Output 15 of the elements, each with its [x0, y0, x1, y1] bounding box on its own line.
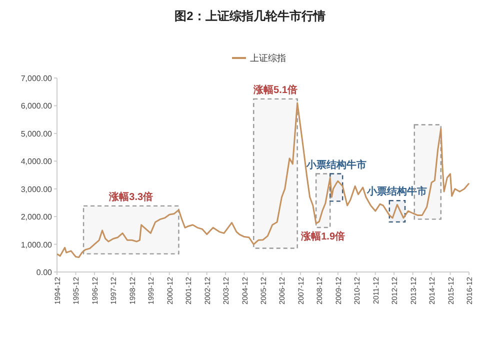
band-label: 小票结构牛市 — [305, 158, 366, 171]
y-tick-label: 1,000.00 — [20, 240, 53, 250]
chart-title: 图2：上证综指几轮牛市行情 — [174, 9, 326, 23]
band-label: 涨幅5.1倍 — [252, 84, 298, 96]
band-label: 涨幅1.9倍 — [300, 230, 346, 242]
y-tick-label: 5,000.00 — [20, 129, 53, 138]
y-tick-label: 6,000.00 — [20, 102, 53, 111]
band-label: 涨幅3.3倍 — [108, 190, 154, 203]
y-tick-label: 4,000.00 — [20, 157, 53, 166]
y-tick-label: 3,000.00 — [20, 184, 53, 194]
y-tick-label: 7,000.00 — [20, 74, 53, 83]
band-label: 小票结构牛市 — [366, 186, 428, 198]
legend-label: 上证综指 — [250, 53, 286, 63]
y-tick-label: 0.00 — [36, 268, 53, 277]
y-tick-label: 2,000.00 — [20, 212, 53, 222]
